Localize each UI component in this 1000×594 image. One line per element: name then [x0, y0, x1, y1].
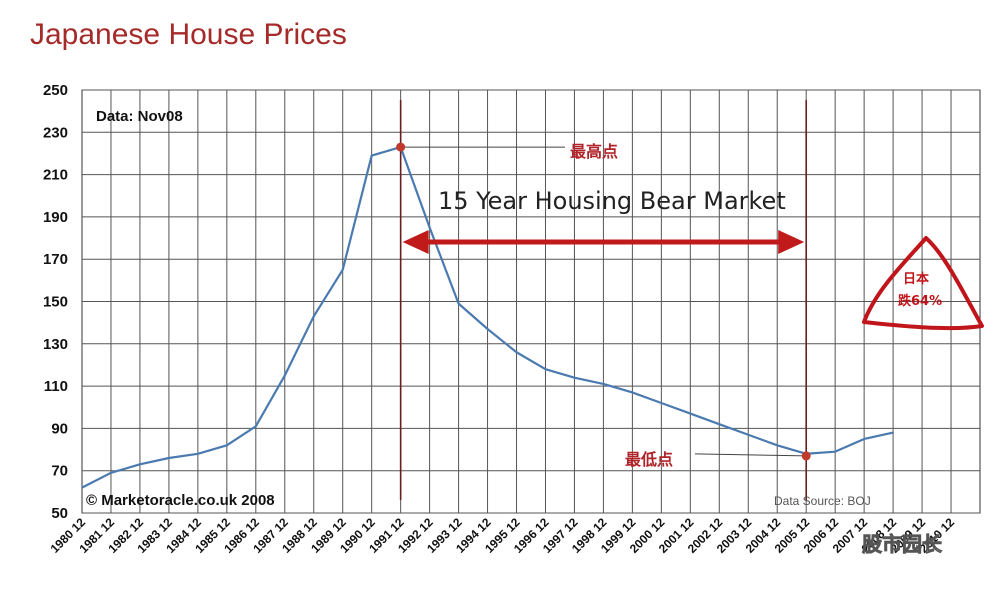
- marker-point: [396, 142, 406, 152]
- copyright-note: © Marketoracle.co.uk 2008: [86, 492, 275, 509]
- data-point: [370, 154, 373, 157]
- marker-label: 最低点: [625, 450, 673, 469]
- y-tick-label: 230: [43, 124, 68, 141]
- data-note: Data: Nov08: [96, 108, 183, 125]
- data-point: [486, 328, 489, 330]
- bear-market-arrow: [402, 230, 805, 254]
- data-point: [631, 391, 634, 394]
- marker-point: [801, 451, 811, 461]
- y-tick-label: 50: [51, 505, 68, 522]
- arrow-head-left: [402, 230, 429, 254]
- data-point: [689, 412, 692, 415]
- y-tick-label: 110: [44, 378, 68, 395]
- data-point: [573, 376, 576, 379]
- grid-lines: [81, 89, 981, 514]
- y-tick-label: 70: [51, 463, 68, 480]
- data-point: [544, 368, 547, 370]
- data-point: [747, 433, 750, 436]
- annotations: Data: Nov08 15 Year Housing Bear Market …: [86, 108, 984, 556]
- data-point: [834, 450, 836, 453]
- data-point: [776, 444, 779, 447]
- y-tick-label: 170: [43, 251, 68, 268]
- marker-leader: [694, 453, 807, 457]
- data-point: [283, 374, 286, 377]
- y-tick-label: 150: [43, 294, 68, 311]
- watermark: 股市园长: [862, 532, 943, 556]
- y-tick-labels: 50 70 90 110 130 150 170 190 210 230 250: [43, 82, 68, 522]
- data-point: [718, 423, 721, 425]
- data-point: [892, 431, 894, 434]
- data-point: [341, 268, 344, 271]
- y-tick-label: 210: [43, 167, 68, 184]
- y-tick-label: 250: [43, 82, 68, 99]
- stamp-line-2: 跌64%: [898, 293, 942, 309]
- data-point: [226, 444, 228, 447]
- source-note: Data Source: BOJ: [774, 494, 871, 508]
- y-tick-label: 90: [51, 420, 68, 437]
- data-point: [255, 425, 257, 428]
- stamp-line-1: 日本: [903, 271, 929, 287]
- data-point: [312, 315, 315, 318]
- data-point: [428, 226, 431, 229]
- marker-label: 最高点: [570, 142, 618, 161]
- data-point: [515, 351, 518, 354]
- bear-market-label: 15 Year Housing Bear Market: [438, 187, 786, 215]
- data-point: [660, 402, 663, 404]
- vertical-markers: [399, 100, 807, 500]
- data-point: [81, 486, 83, 489]
- data-point: [110, 472, 112, 474]
- decline-stamp: 日本 跌64%: [862, 236, 984, 331]
- data-point: [602, 383, 605, 385]
- chart-title: Japanese House Prices: [30, 18, 347, 51]
- data-point: [457, 302, 460, 305]
- data-point: [168, 457, 170, 459]
- data-point: [197, 452, 199, 455]
- y-tick-label: 190: [43, 209, 68, 226]
- arrow-head-right: [778, 230, 805, 254]
- data-point: [139, 463, 141, 466]
- y-tick-label: 130: [43, 336, 68, 353]
- data-point: [863, 438, 865, 440]
